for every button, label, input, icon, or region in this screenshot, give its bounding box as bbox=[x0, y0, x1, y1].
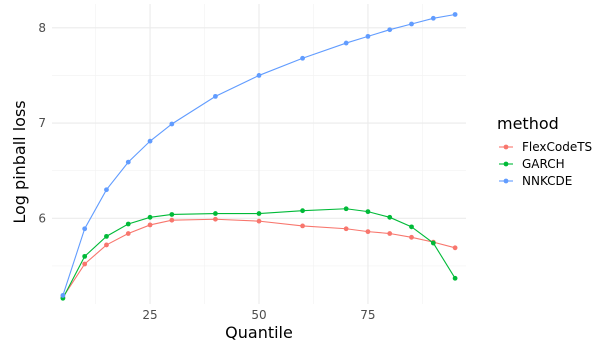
series-layer bbox=[60, 12, 458, 301]
data-point-flexcodets bbox=[343, 226, 349, 232]
data-point-nnkcde bbox=[409, 21, 414, 27]
data-point-garch bbox=[343, 206, 349, 212]
y-tick-labels: 6 7 8 bbox=[38, 21, 46, 225]
data-point-nnkcde bbox=[104, 187, 109, 193]
data-point-flexcodets bbox=[147, 222, 153, 228]
series-flexcodets bbox=[60, 216, 458, 300]
data-point-flexcodets bbox=[387, 231, 393, 236]
x-tick-label: 50 bbox=[251, 308, 266, 322]
data-point-nnkcde bbox=[169, 121, 175, 127]
data-point-garch bbox=[452, 275, 458, 281]
data-point-nnkcde bbox=[60, 293, 66, 298]
data-point-garch bbox=[147, 214, 153, 220]
data-point-flexcodets bbox=[300, 223, 305, 229]
legend-key-point bbox=[503, 178, 509, 184]
data-point-garch bbox=[430, 240, 436, 246]
data-point-flexcodets bbox=[213, 216, 218, 222]
y-axis-title: Log pinball loss bbox=[10, 100, 29, 223]
x-tick-label: 75 bbox=[360, 308, 375, 322]
data-point-flexcodets bbox=[104, 242, 109, 248]
data-point-flexcodets bbox=[125, 231, 131, 236]
legend-title: method bbox=[497, 114, 559, 133]
data-point-nnkcde bbox=[147, 138, 153, 144]
data-point-flexcodets bbox=[409, 234, 414, 240]
data-point-garch bbox=[213, 211, 218, 216]
legend-label: NNKCDE bbox=[522, 174, 572, 188]
y-tick-label: 7 bbox=[38, 116, 46, 130]
data-point-garch bbox=[125, 221, 131, 227]
data-point-garch bbox=[300, 208, 305, 214]
data-point-nnkcde bbox=[430, 15, 436, 21]
x-axis-title: Quantile bbox=[225, 323, 293, 342]
data-point-nnkcde bbox=[365, 33, 371, 39]
data-point-garch bbox=[409, 224, 414, 230]
data-point-garch bbox=[104, 233, 109, 239]
legend-item-nnkcde: NNKCDE bbox=[499, 174, 572, 188]
y-tick-label: 8 bbox=[38, 21, 46, 35]
legend-item-garch: GARCH bbox=[499, 157, 565, 171]
legend: method FlexCodeTS GARCH NNKCDE bbox=[497, 114, 592, 188]
data-point-flexcodets bbox=[256, 218, 262, 224]
legend-label: GARCH bbox=[522, 157, 565, 171]
x-tick-labels: 25 50 75 bbox=[142, 308, 375, 322]
y-tick-label: 6 bbox=[38, 211, 46, 225]
x-tick-label: 25 bbox=[142, 308, 157, 322]
data-point-nnkcde bbox=[213, 93, 218, 99]
data-point-garch bbox=[169, 212, 175, 217]
data-point-nnkcde bbox=[343, 40, 349, 46]
legend-key-point bbox=[503, 144, 509, 150]
legend-item-flexcodets: FlexCodeTS bbox=[499, 140, 592, 154]
data-point-garch bbox=[365, 209, 371, 215]
data-point-flexcodets bbox=[365, 229, 371, 235]
series-nnkcde bbox=[60, 12, 458, 298]
data-point-nnkcde bbox=[452, 12, 458, 17]
data-point-nnkcde bbox=[300, 55, 305, 61]
data-point-nnkcde bbox=[256, 73, 262, 78]
data-point-nnkcde bbox=[387, 27, 393, 33]
data-point-garch bbox=[82, 253, 88, 259]
data-point-nnkcde bbox=[82, 226, 88, 232]
legend-key-point bbox=[503, 161, 509, 167]
data-point-garch bbox=[387, 214, 393, 220]
data-point-flexcodets bbox=[452, 245, 458, 251]
data-point-garch bbox=[256, 211, 262, 216]
data-point-nnkcde bbox=[125, 159, 131, 165]
legend-label: FlexCodeTS bbox=[522, 140, 592, 154]
data-point-flexcodets bbox=[82, 261, 88, 267]
data-point-flexcodets bbox=[169, 217, 175, 223]
